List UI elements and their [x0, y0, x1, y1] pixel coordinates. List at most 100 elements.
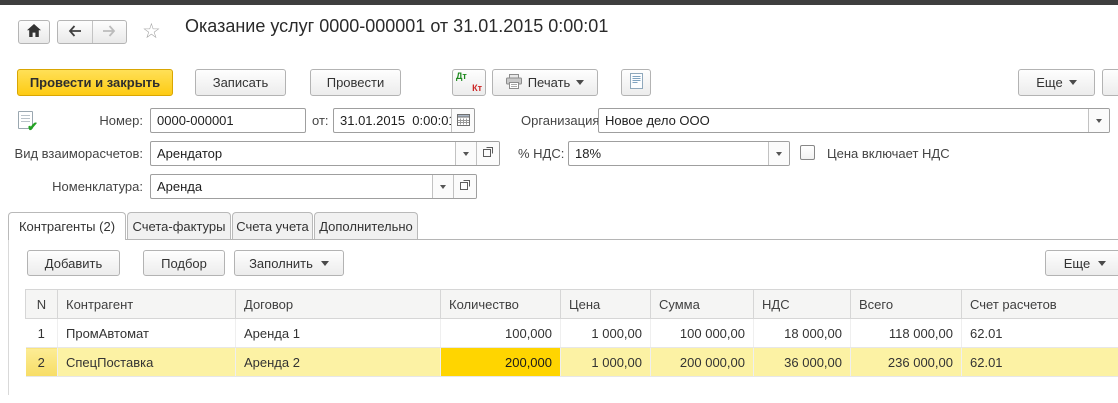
chevron-down-icon — [440, 184, 446, 189]
tab-additional[interactable]: Дополнительно — [314, 212, 418, 239]
cell-total[interactable]: 236 000,00 — [850, 347, 962, 377]
date-input[interactable]: 31.01.2015 0:00:01 — [333, 108, 475, 133]
column-header-total[interactable]: Всего — [850, 289, 962, 319]
column-header-price[interactable]: Цена — [560, 289, 651, 319]
printer-icon — [505, 73, 522, 92]
home-button[interactable] — [18, 20, 50, 44]
posted-document-status-icon: ✔ — [18, 111, 38, 133]
number-value: 0000-000001 — [157, 113, 234, 128]
cell-contract[interactable]: Аренда 2 — [235, 347, 441, 377]
print-button[interactable]: Печать — [492, 69, 598, 96]
nomenclature-label: Номенклатура: — [52, 179, 143, 194]
column-header-sum[interactable]: Сумма — [650, 289, 754, 319]
cell-total[interactable]: 118 000,00 — [850, 318, 962, 348]
settlement-dropdown-button[interactable] — [455, 142, 476, 165]
column-header-contract[interactable]: Договор — [235, 289, 441, 319]
tab-label: Дополнительно — [319, 218, 413, 234]
cell-counterparty[interactable]: ПромАвтомат — [57, 318, 236, 348]
cell-vat[interactable]: 36 000,00 — [753, 347, 851, 377]
add-row-button[interactable]: Добавить — [27, 250, 120, 276]
fill-dropdown-caret-icon — [320, 260, 329, 266]
report-button[interactable] — [621, 69, 651, 96]
post-label: Провести — [326, 75, 385, 90]
forward-icon — [102, 24, 116, 40]
settlement-open-button[interactable] — [476, 142, 499, 165]
tab-label: Счета-фактуры — [132, 218, 226, 234]
settlement-type-input[interactable]: Арендатор — [150, 141, 500, 166]
vat-value: 18% — [575, 146, 602, 161]
tab-accounts[interactable]: Счета учета — [232, 212, 313, 239]
back-button[interactable] — [58, 21, 92, 43]
cell-account[interactable]: 62.01 — [961, 347, 1118, 377]
more-button-grid[interactable]: Еще — [1045, 250, 1118, 276]
cell-qty-active[interactable]: 200,000 — [440, 347, 561, 377]
vat-label: % НДС: — [518, 146, 565, 161]
forward-button[interactable] — [91, 21, 127, 43]
more-dropdown-caret-icon — [1098, 260, 1107, 266]
print-dropdown-caret-icon — [576, 80, 585, 85]
table-row-selected: 2 СпецПоставка Аренда 2 200,000 1 000,00… — [25, 347, 1118, 377]
tab-invoices[interactable]: Счета-фактуры — [127, 212, 231, 239]
post-and-close-label: Провести и закрыть — [29, 75, 161, 90]
save-button[interactable]: Записать — [195, 69, 286, 96]
cell-n[interactable]: 2 — [25, 347, 58, 377]
cell-account[interactable]: 62.01 — [961, 318, 1118, 348]
nomenclature-value: Аренда — [157, 179, 203, 194]
pick-button[interactable]: Подбор — [143, 250, 225, 276]
more-label: Еще — [1036, 75, 1063, 90]
chevron-down-icon — [776, 151, 782, 156]
open-icon — [482, 146, 494, 161]
column-header-vat[interactable]: НДС — [753, 289, 851, 319]
top-dark-strip — [0, 0, 1118, 5]
tab-content-panel — [8, 239, 1118, 395]
column-header-qty[interactable]: Количество — [440, 289, 561, 319]
vat-dropdown-button[interactable] — [768, 142, 789, 165]
column-header-account[interactable]: Счет расчетов — [961, 289, 1118, 319]
favorites-star-icon[interactable]: ☆ — [142, 20, 161, 43]
dtkt-button[interactable]: Дт Кт — [452, 69, 486, 96]
organization-value: Новое дело ООО — [605, 113, 710, 128]
fill-button[interactable]: Заполнить — [234, 250, 344, 276]
tab-counterparties[interactable]: Контрагенты (2) — [8, 212, 126, 240]
cell-price[interactable]: 1 000,00 — [560, 347, 651, 377]
table-header-row: N Контрагент Договор Количество Цена Сум… — [25, 289, 1118, 319]
dtkt-icon: Дт Кт — [456, 71, 482, 93]
cell-n[interactable]: 1 — [25, 318, 58, 348]
cell-price[interactable]: 1 000,00 — [560, 318, 651, 348]
table-row: 1 ПромАвтомат Аренда 1 100,000 1 000,00 … — [25, 318, 1118, 348]
home-icon — [27, 24, 41, 40]
price-includes-vat-checkbox[interactable] — [800, 145, 815, 160]
organization-dropdown-button[interactable] — [1088, 109, 1109, 132]
number-input[interactable]: 0000-000001 — [150, 108, 306, 133]
post-button[interactable]: Провести — [310, 69, 401, 96]
page-title: Оказание услуг 0000-000001 от 31.01.2015… — [185, 16, 609, 36]
number-label: Номер: — [99, 113, 143, 128]
calendar-button[interactable] — [451, 109, 474, 132]
cell-sum[interactable]: 100 000,00 — [650, 318, 754, 348]
more-label: Еще — [1063, 255, 1091, 271]
nomenclature-open-button[interactable] — [453, 175, 476, 198]
price-includes-vat-label: Цена включает НДС — [827, 146, 950, 161]
post-and-close-button[interactable]: Провести и закрыть — [17, 69, 173, 96]
cell-vat[interactable]: 18 000,00 — [753, 318, 851, 348]
cell-qty[interactable]: 100,000 — [440, 318, 561, 348]
settlement-type-value: Арендатор — [157, 146, 223, 161]
print-label: Печать — [527, 75, 571, 90]
clipped-edge-button[interactable] — [1102, 69, 1118, 96]
more-dropdown-caret-icon — [1068, 80, 1077, 85]
column-header-counterparty[interactable]: Контрагент — [57, 289, 236, 319]
nomenclature-dropdown-button[interactable] — [432, 175, 453, 198]
cell-counterparty[interactable]: СпецПоставка — [57, 347, 236, 377]
more-button-main[interactable]: Еще — [1018, 69, 1095, 96]
organization-input[interactable]: Новое дело ООО — [598, 108, 1110, 133]
cell-contract[interactable]: Аренда 1 — [235, 318, 441, 348]
column-header-n[interactable]: N — [25, 289, 58, 319]
history-nav — [57, 20, 127, 44]
vat-input[interactable]: 18% — [568, 141, 790, 166]
date-label: от: — [312, 113, 329, 128]
cell-sum[interactable]: 200 000,00 — [650, 347, 754, 377]
calendar-icon — [456, 113, 470, 129]
counterparties-table: N Контрагент Договор Количество Цена Сум… — [25, 289, 1118, 377]
nomenclature-input[interactable]: Аренда — [150, 174, 477, 199]
